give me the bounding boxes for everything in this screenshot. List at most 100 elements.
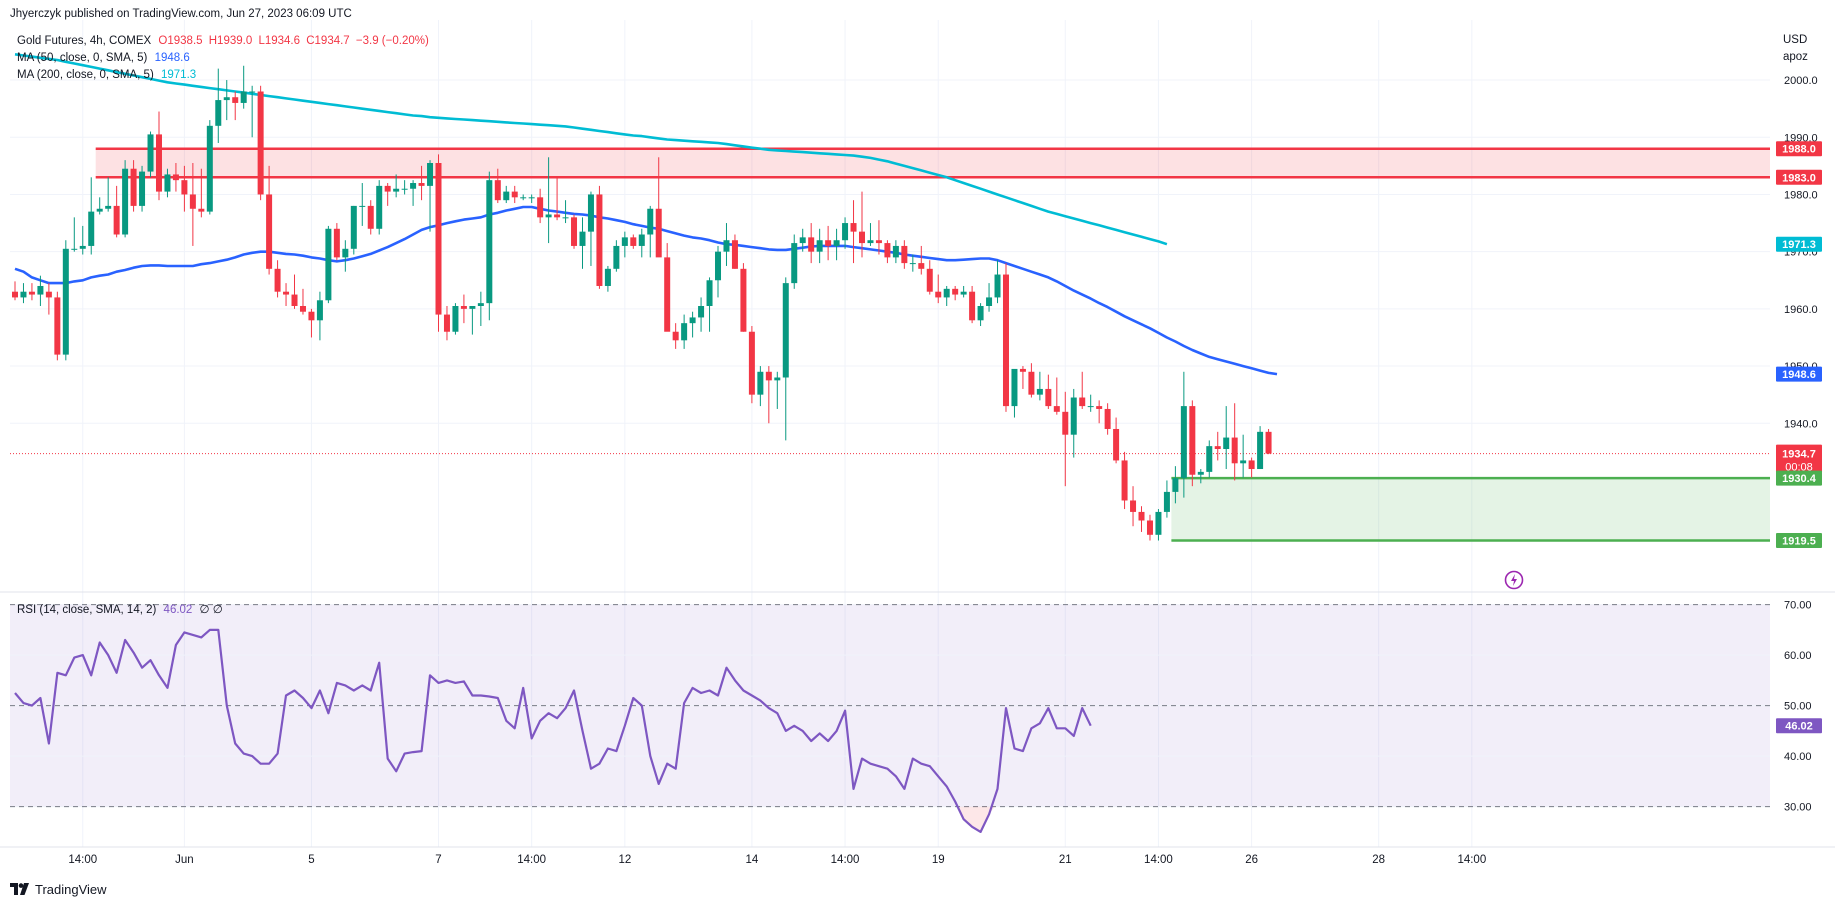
candle-body — [257, 91, 264, 195]
candle — [875, 220, 882, 255]
tv-logo-icon — [10, 883, 29, 895]
candle-body — [884, 243, 891, 258]
candle-body — [62, 248, 69, 355]
candle-body — [342, 248, 349, 258]
candle-body — [1189, 406, 1196, 475]
tradingview-logo[interactable]: TradingView — [10, 882, 107, 897]
candle-body — [1070, 397, 1077, 435]
candle-body — [266, 194, 273, 269]
candle-body — [1121, 460, 1128, 501]
candle-body — [816, 240, 823, 252]
candle-body — [1265, 431, 1272, 454]
candle-body — [79, 245, 86, 249]
candle — [62, 240, 69, 361]
candle-body — [384, 185, 391, 192]
lightning-icon[interactable] — [1504, 570, 1524, 590]
ma50-label: MA (50, close, 0, SMA, 5) — [17, 52, 148, 64]
ma200-legend[interactable]: MA (200, close, 0, SMA, 5) 1971.3 — [17, 69, 196, 81]
candle-body — [155, 134, 162, 192]
candle — [240, 65, 247, 109]
candle-body — [1257, 431, 1264, 470]
rsi-legend[interactable]: RSI (14, close, SMA, 14, 2) 46.02 ∅ ∅ — [17, 602, 223, 616]
candle-body — [909, 263, 916, 265]
candle — [45, 283, 52, 315]
candle-body — [333, 228, 340, 258]
candle — [850, 200, 857, 264]
candle — [909, 254, 916, 272]
candle — [376, 180, 383, 235]
candle — [833, 228, 840, 261]
candle — [181, 165, 188, 212]
time-tick-label: 5 — [308, 854, 314, 866]
candle — [638, 228, 645, 258]
candle — [460, 294, 467, 324]
candle — [774, 371, 781, 409]
rsi-pane — [10, 604, 1770, 833]
candle-body — [621, 237, 628, 246]
candle — [647, 205, 654, 258]
ma200-line — [14, 53, 1168, 246]
candles — [12, 65, 1272, 541]
candle-body — [410, 183, 417, 189]
candle — [901, 240, 908, 269]
candle — [122, 160, 129, 238]
price-tag: 1948.6 — [1782, 369, 1816, 381]
candle-body — [181, 180, 188, 195]
candle — [20, 283, 27, 304]
candle — [266, 165, 273, 275]
candle-body — [935, 291, 942, 298]
time-axis[interactable]: 14:00 Jun 5 7 14:00 12 14 14:00 19 21 14:00 26 28 14:… — [68, 854, 1486, 866]
ma50-legend[interactable]: MA (50, close, 0, SMA, 5) 1948.6 — [17, 52, 190, 64]
candle — [1096, 400, 1103, 424]
candle-body — [833, 240, 840, 246]
candle — [198, 168, 205, 218]
candle-body — [274, 268, 281, 292]
time-tick-label: 14:00 — [68, 854, 97, 866]
candle — [715, 245, 722, 298]
candle — [88, 177, 95, 255]
candle — [825, 225, 832, 261]
candle — [1121, 451, 1128, 510]
candle — [613, 240, 620, 272]
candle — [689, 311, 696, 338]
candle — [884, 240, 891, 264]
price-axis[interactable]: 1940.01950.01960.01970.01980.01990.02000… — [1784, 75, 1818, 814]
candle — [291, 274, 298, 309]
candle — [418, 165, 425, 201]
time-tick-label: 12 — [618, 854, 631, 866]
candle — [342, 240, 349, 272]
time-tick-label: 28 — [1372, 854, 1385, 866]
candle-body — [731, 240, 738, 269]
open-value: O1938.5 — [158, 35, 203, 47]
candle-body — [528, 197, 535, 199]
candle — [486, 171, 493, 321]
candle — [359, 183, 366, 226]
symbol-label[interactable]: Gold Futures, 4h, COMEX — [17, 35, 152, 47]
candle-body — [418, 183, 425, 186]
candle — [977, 303, 984, 327]
rsi-tick-label: 50.00 — [1784, 701, 1812, 713]
candle — [672, 323, 679, 349]
candle — [960, 285, 967, 298]
candle — [1248, 457, 1255, 478]
candle — [1231, 403, 1238, 481]
candle-body — [1248, 460, 1255, 470]
rsi-oversold-fill — [957, 806, 996, 832]
ma200-value: 1971.3 — [160, 69, 197, 81]
candle — [452, 303, 459, 335]
rsi-tick-label: 70.00 — [1784, 600, 1812, 612]
candle — [113, 185, 120, 238]
candle-body — [1087, 406, 1094, 408]
candle — [308, 308, 315, 338]
candle — [333, 223, 340, 261]
candle-body — [308, 311, 315, 321]
candle — [410, 180, 417, 206]
candle-body — [774, 377, 781, 381]
time-tick-label: 14:00 — [1457, 854, 1486, 866]
candle-body — [960, 291, 967, 295]
candle — [1180, 371, 1187, 498]
candle-body — [45, 291, 52, 298]
candle — [393, 174, 400, 198]
candle-body — [189, 194, 196, 209]
